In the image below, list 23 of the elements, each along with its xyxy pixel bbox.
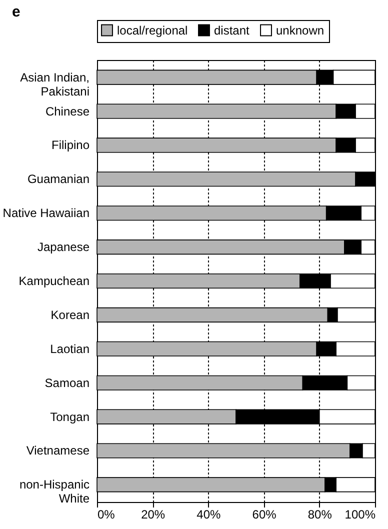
y-tick-label: Samoan [44, 376, 90, 390]
x-tick-label: 20% [141, 508, 166, 522]
y-tick-label: Guamanian [27, 172, 90, 186]
legend-label: local/regional [117, 23, 188, 38]
chart-title: e [12, 4, 20, 20]
x-tick-label: 60% [252, 508, 277, 522]
y-tick-label: Filipino [51, 138, 90, 152]
y-tick-label: Kampuchean [18, 274, 90, 288]
y-tick-label: Chinese [45, 104, 90, 118]
y-tick-label: Asian Indian, Pakistani [20, 70, 90, 98]
x-tick-label: 40% [196, 508, 222, 522]
x-tick-label: 100% [344, 508, 376, 522]
y-tick-label: Native Hawaiian [2, 206, 90, 220]
y-tick-label: Vietnamese [26, 444, 90, 458]
x-tick-label: 80% [308, 508, 332, 522]
legend-label: unknown [276, 23, 324, 38]
y-tick-label: Japanese [37, 240, 90, 254]
y-tick-label: Laotian [50, 342, 90, 356]
y-tick-label: non-Hispanic White [19, 478, 90, 506]
y-tick-label: Korean [50, 308, 90, 322]
y-tick-label: Tongan [50, 410, 90, 424]
legend-label: distant [214, 23, 250, 38]
x-tick-label: 0% [98, 508, 116, 522]
